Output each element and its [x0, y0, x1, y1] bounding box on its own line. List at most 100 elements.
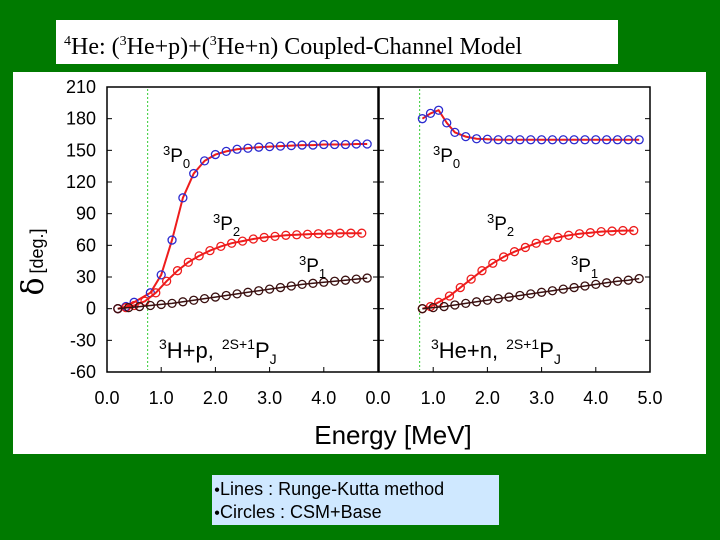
- label-sub: 0: [183, 156, 190, 171]
- title-part-2: He+p)+(: [126, 34, 210, 60]
- title-sup-2: 3: [119, 34, 127, 49]
- x-tick-label: 1.0: [421, 388, 446, 408]
- series-label-3p2: 3P2: [213, 211, 240, 239]
- data-point-3p2: [227, 238, 237, 248]
- label-sub: 1: [319, 266, 326, 281]
- y-tick-label: 90: [76, 204, 96, 224]
- channel-sup2: 2S+1: [222, 336, 255, 352]
- data-point-3p2: [629, 225, 639, 236]
- y-tick-label: 30: [76, 267, 96, 287]
- data-point-3p0: [612, 135, 623, 145]
- data-point-3p1: [329, 276, 340, 286]
- channel-label: 3He+n, 2S+1PJ: [431, 336, 561, 367]
- x-tick-label: 5.0: [637, 388, 662, 408]
- data-point-3p1: [124, 302, 134, 313]
- data-point-3p2: [151, 288, 161, 298]
- data-point-3p2: [542, 235, 552, 245]
- data-point-3p0: [286, 140, 296, 151]
- x-axis-label: Energy [MeV]: [314, 420, 472, 450]
- data-point-3p0: [264, 141, 275, 152]
- data-point-3p0: [351, 139, 361, 149]
- data-point-3p0: [425, 108, 436, 119]
- data-point-3p1: [569, 282, 579, 293]
- data-point-3p1: [319, 277, 329, 287]
- data-point-3p2: [564, 230, 574, 240]
- channel-label: 3H+p, 2S+1PJ: [159, 336, 277, 367]
- data-point-3p0: [461, 131, 471, 142]
- data-point-3p2: [335, 228, 345, 238]
- series-line-3p0: [117, 143, 368, 310]
- label-sup: 3: [163, 143, 170, 158]
- label-main: P: [306, 256, 319, 277]
- data-point-3p0: [221, 146, 231, 157]
- data-point-3p2: [194, 251, 204, 261]
- data-point-3p1: [591, 279, 601, 290]
- legend-item-lines: ●Lines : Runge-Kutta method: [214, 478, 499, 501]
- data-point-3p0: [297, 140, 307, 150]
- data-point-3p0: [232, 144, 242, 154]
- title-sup-3: 3: [209, 34, 217, 49]
- series-line-3p0: [421, 108, 640, 141]
- channel-sup2: 2S+1: [506, 336, 539, 352]
- data-point-3p2: [324, 229, 334, 239]
- data-point-3p1: [156, 299, 166, 310]
- data-point-3p1: [167, 298, 177, 309]
- data-point-3p1: [612, 276, 623, 286]
- data-point-3p2: [618, 225, 628, 236]
- label-main: P: [170, 146, 183, 167]
- legend-item-circles: ●Circles : CSM+Base: [214, 501, 499, 524]
- data-point-3p1: [286, 281, 296, 291]
- x-tick-label: 4.0: [311, 388, 336, 408]
- data-point-3p1: [351, 274, 361, 284]
- channel-sup: 3: [431, 336, 439, 352]
- data-point-3p0: [536, 135, 547, 145]
- label-sup: 3: [433, 143, 440, 158]
- data-point-3p0: [417, 114, 428, 124]
- series-line-3p1: [117, 277, 368, 310]
- data-point-3p1: [526, 289, 536, 299]
- data-point-3p0: [254, 142, 264, 152]
- data-point-3p2: [302, 229, 313, 239]
- data-point-3p0: [189, 168, 199, 179]
- data-point-3p2: [596, 226, 606, 237]
- data-point-3p0: [329, 139, 340, 150]
- data-point-3p0: [623, 135, 633, 145]
- x-tick-label: 1.0: [149, 388, 174, 408]
- data-point-3p0: [275, 141, 286, 151]
- title-part-1: He: (: [71, 34, 120, 60]
- data-point-3p0: [243, 143, 253, 153]
- panel-frame: [378, 86, 651, 373]
- data-point-3p0: [515, 135, 525, 145]
- channel-main: H+p,: [167, 338, 214, 363]
- label-sup: 3: [571, 253, 578, 268]
- legend-label-lines: Lines : Runge-Kutta method: [220, 479, 445, 499]
- channel-main2: P: [539, 338, 554, 363]
- data-point-3p1: [482, 295, 493, 305]
- title-sup-1: 4: [64, 34, 71, 49]
- data-point-3p1: [417, 304, 428, 314]
- data-point-3p2: [281, 230, 291, 240]
- series-label-3p1: 3P1: [299, 253, 326, 281]
- channel-sup: 3: [159, 336, 167, 352]
- data-point-3p0: [340, 139, 351, 150]
- data-point-3p1: [461, 298, 471, 309]
- data-point-3p0: [319, 139, 329, 150]
- label-main: P: [578, 256, 591, 277]
- data-point-3p2: [292, 230, 302, 240]
- data-point-3p0: [450, 127, 460, 138]
- data-point-3p1: [504, 292, 514, 302]
- data-point-3p1: [547, 286, 558, 296]
- data-point-3p1: [601, 278, 612, 288]
- data-point-3p2: [553, 232, 563, 243]
- label-sub: 2: [507, 224, 514, 239]
- data-point-3p2: [161, 276, 172, 286]
- y-tick-label: 150: [66, 140, 96, 160]
- data-point-3p0: [167, 235, 177, 245]
- data-point-3p0: [558, 135, 568, 145]
- label-sup: 3: [299, 253, 306, 268]
- data-point-3p2: [129, 300, 139, 311]
- data-point-3p0: [210, 149, 221, 160]
- data-point-3p1: [221, 290, 231, 301]
